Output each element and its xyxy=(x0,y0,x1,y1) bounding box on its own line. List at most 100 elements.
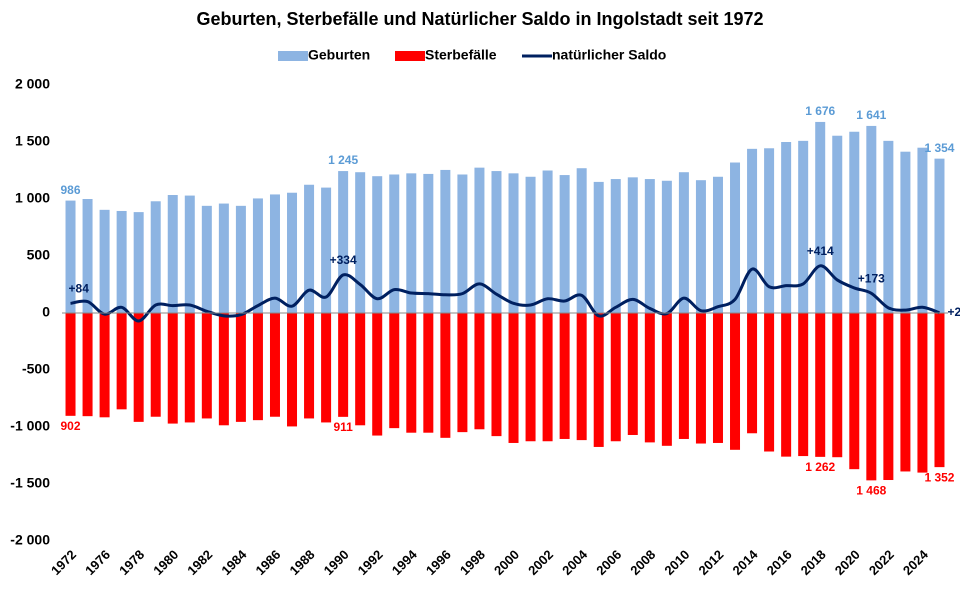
x-tick-label: 1988 xyxy=(287,547,318,578)
bar xyxy=(661,313,672,446)
line xyxy=(70,264,940,323)
bar xyxy=(218,203,229,313)
y-tick-label: -1 000 xyxy=(10,418,50,434)
bar xyxy=(235,205,246,313)
bar xyxy=(576,313,587,441)
bar xyxy=(695,180,706,313)
bar xyxy=(695,313,706,444)
bar xyxy=(269,313,280,417)
bar xyxy=(644,179,655,313)
bar xyxy=(338,313,349,417)
bar xyxy=(423,173,434,313)
value-label: +84 xyxy=(69,282,90,296)
bar xyxy=(576,168,587,313)
bar xyxy=(406,313,417,433)
bar xyxy=(184,313,195,423)
bar xyxy=(781,313,792,457)
value-label: +414 xyxy=(807,244,834,258)
bar xyxy=(389,313,400,429)
y-tick-label: 500 xyxy=(27,247,51,263)
bar xyxy=(167,195,178,313)
bar xyxy=(883,140,894,313)
bar xyxy=(627,177,638,313)
bar xyxy=(82,199,93,313)
value-label: 986 xyxy=(61,183,81,197)
bar xyxy=(798,313,809,457)
y-tick-label: 1 500 xyxy=(15,133,50,149)
value-label: 1 354 xyxy=(924,141,954,155)
bar xyxy=(559,175,570,313)
x-tick-label: 2000 xyxy=(491,547,522,578)
x-tick-label: 2012 xyxy=(695,547,726,578)
bar xyxy=(440,313,451,438)
bar xyxy=(355,172,366,313)
x-tick-label: 1976 xyxy=(82,547,113,578)
bar xyxy=(678,172,689,313)
bar xyxy=(167,313,178,424)
value-label: 1 245 xyxy=(328,153,358,167)
value-label: 1 262 xyxy=(805,460,835,474)
bar xyxy=(866,313,877,481)
bar xyxy=(150,201,161,313)
bar xyxy=(252,313,263,421)
bar xyxy=(934,313,945,468)
x-tick-label: 1996 xyxy=(423,547,454,578)
x-tick-label: 2002 xyxy=(525,547,556,578)
bar xyxy=(321,187,332,313)
bar xyxy=(832,135,843,313)
x-tick-label: 1994 xyxy=(389,546,421,578)
bar xyxy=(610,313,621,442)
value-label: +334 xyxy=(330,253,357,267)
x-tick-label: 1986 xyxy=(252,547,283,578)
x-tick-label: 2020 xyxy=(832,547,863,578)
bar xyxy=(150,313,161,417)
y-tick-label: -1 500 xyxy=(10,475,50,491)
bar xyxy=(355,313,366,426)
bar xyxy=(304,313,315,419)
bar xyxy=(900,151,911,313)
bar xyxy=(627,313,638,435)
bar xyxy=(372,176,383,313)
value-label: 1 352 xyxy=(924,470,954,484)
x-tick-label: 2016 xyxy=(764,547,795,578)
y-tick-label: 2 000 xyxy=(15,76,50,92)
bar xyxy=(65,313,76,416)
bar xyxy=(815,313,826,457)
value-label: +2 xyxy=(947,305,960,319)
bar xyxy=(712,176,723,313)
value-label: 1 468 xyxy=(856,484,886,498)
bar xyxy=(201,313,212,419)
bar xyxy=(423,313,434,433)
bar xyxy=(832,313,843,458)
x-tick-label: 1982 xyxy=(184,547,215,578)
bar xyxy=(116,210,127,313)
x-tick-label: 1980 xyxy=(150,547,181,578)
value-label: 1 641 xyxy=(856,108,886,122)
x-tick-label: 2024 xyxy=(900,546,932,578)
bar xyxy=(133,212,144,313)
bar xyxy=(338,171,349,313)
bar xyxy=(406,173,417,313)
bar xyxy=(866,125,877,314)
bar xyxy=(593,313,604,447)
bar xyxy=(491,313,502,437)
bar xyxy=(678,313,689,439)
bar xyxy=(389,174,400,313)
bar xyxy=(184,195,195,313)
bar xyxy=(610,179,621,313)
bar xyxy=(440,169,451,313)
x-tick-label: 2022 xyxy=(866,547,897,578)
bar xyxy=(474,313,485,430)
bar xyxy=(815,121,826,313)
bar xyxy=(99,313,110,418)
bar xyxy=(917,147,928,313)
value-label: 902 xyxy=(61,419,81,433)
bar xyxy=(304,184,315,313)
x-tick-label: 1998 xyxy=(457,547,488,578)
y-tick-label: 1 000 xyxy=(15,190,50,206)
bar xyxy=(747,313,758,434)
bar xyxy=(269,194,280,313)
bar xyxy=(542,170,553,313)
bar xyxy=(99,209,110,313)
y-tick-label: -500 xyxy=(22,361,50,377)
